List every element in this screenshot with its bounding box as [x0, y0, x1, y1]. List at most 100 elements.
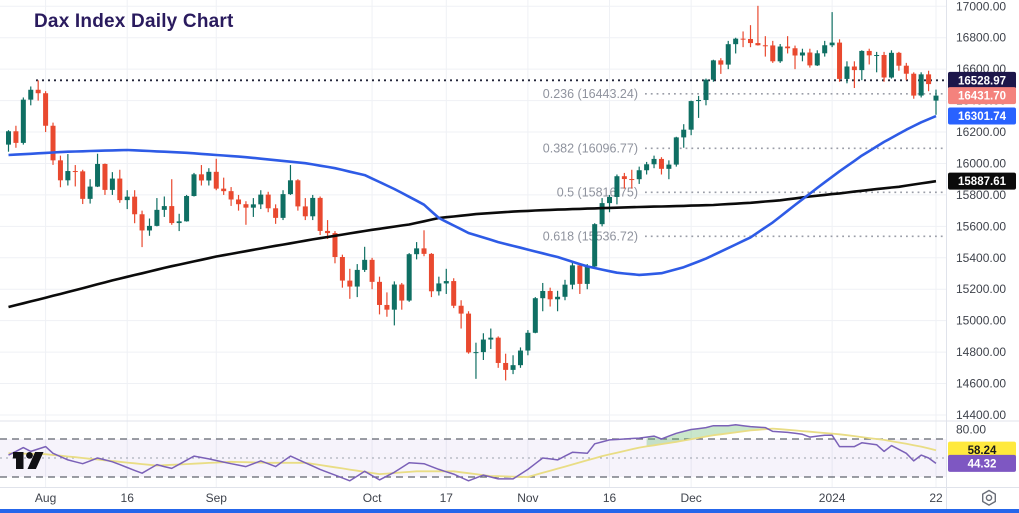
candle-body	[50, 125, 56, 161]
candle-body	[339, 257, 345, 281]
candle-body	[918, 74, 924, 96]
candle	[362, 246, 368, 272]
candle	[57, 155, 63, 188]
candle-body	[466, 313, 472, 353]
candle-body	[399, 284, 405, 301]
candle-body	[436, 283, 442, 292]
badge-bg	[948, 172, 1016, 190]
candle-body	[532, 298, 538, 333]
candle	[369, 257, 375, 290]
candle-body	[777, 46, 783, 62]
fib-retracement-levels: 0.236 (16443.24) 0.382 (16096.77) 0.5 (158…	[543, 87, 946, 243]
candle-body	[785, 46, 791, 49]
candle	[243, 201, 249, 225]
candle-body	[213, 171, 219, 189]
rsi-badge: 58.24	[948, 441, 1016, 459]
candle	[124, 190, 130, 210]
time-tick-label: 16	[121, 491, 135, 505]
candle	[532, 297, 538, 334]
candle-body	[874, 55, 880, 57]
candle-body	[614, 176, 620, 197]
badge-bg	[948, 441, 1016, 459]
candle-body	[644, 164, 650, 171]
candle	[146, 218, 152, 236]
candle-body	[273, 208, 279, 218]
candle-body	[822, 45, 828, 54]
candle	[569, 262, 575, 290]
candle-body	[377, 281, 382, 305]
price-tick-label: 14400.00	[956, 408, 1006, 422]
fib-level-label: 0.236 (16443.24)	[543, 87, 638, 101]
price-axis[interactable]: 17000.0016800.0016600.0016400.0016200.00…	[956, 0, 1006, 437]
candle	[607, 194, 613, 213]
candle	[43, 91, 49, 133]
candle	[421, 230, 427, 257]
candle	[495, 336, 501, 368]
time-tick-label: Sep	[206, 491, 228, 505]
candle	[184, 194, 190, 222]
candle	[339, 254, 345, 288]
candle	[20, 97, 26, 145]
candle	[644, 161, 650, 175]
candle	[87, 179, 93, 204]
candle	[874, 51, 880, 73]
candle	[851, 61, 857, 89]
time-axis[interactable]: Aug 16 Sep Oct 17 Nov 16 Dec 2024 22	[35, 491, 943, 505]
candle-body	[265, 194, 271, 209]
candle-body	[65, 171, 71, 181]
price-tick-label: 16000.00	[956, 156, 1006, 170]
candle	[799, 48, 805, 62]
candle-body	[325, 230, 331, 234]
candle-body	[755, 43, 761, 46]
candle-body	[666, 164, 672, 169]
candle-body	[443, 281, 449, 284]
candle	[480, 333, 486, 360]
candle-body	[911, 73, 917, 96]
candle-body	[733, 38, 739, 45]
rsi-badge: 44.32	[948, 454, 1016, 472]
candle-body	[347, 280, 353, 287]
candle-body	[146, 225, 152, 231]
candle-body	[310, 197, 316, 217]
candle	[926, 70, 932, 92]
settings-gear-icon[interactable]	[982, 489, 996, 506]
candle	[903, 62, 909, 81]
candle	[584, 264, 590, 290]
candle-body	[488, 337, 494, 340]
grid-lines	[0, 0, 946, 487]
candle	[28, 86, 34, 106]
candle	[176, 213, 182, 232]
candle	[377, 276, 382, 315]
candle	[555, 290, 561, 312]
candle-body	[154, 209, 160, 226]
candle-body	[302, 206, 308, 217]
candle-body	[451, 281, 457, 306]
badge-value: 16301.74	[958, 111, 1007, 123]
candle-body	[503, 362, 509, 370]
time-tick-label: Oct	[363, 491, 382, 505]
time-tick-label: 16	[603, 491, 617, 505]
candle-body	[903, 65, 909, 74]
candle-body	[525, 332, 531, 351]
candle-body	[354, 269, 360, 287]
time-tick-label: 2024	[819, 491, 846, 505]
candle	[807, 48, 813, 68]
candle-body	[703, 79, 709, 100]
candle-body	[540, 290, 546, 299]
candle	[503, 353, 509, 381]
candle	[710, 59, 716, 82]
tradingview-logo-icon[interactable]	[13, 452, 44, 469]
candle-body	[510, 365, 516, 370]
candle	[132, 190, 138, 224]
candle	[198, 165, 204, 186]
candle-body	[28, 89, 34, 100]
candle-body	[117, 178, 123, 201]
candle-body	[555, 296, 561, 300]
candle	[399, 282, 405, 310]
candle	[614, 174, 620, 205]
time-tick-label: Aug	[35, 491, 56, 505]
candle	[65, 154, 71, 186]
candle	[473, 342, 479, 379]
candle-body	[124, 196, 130, 201]
